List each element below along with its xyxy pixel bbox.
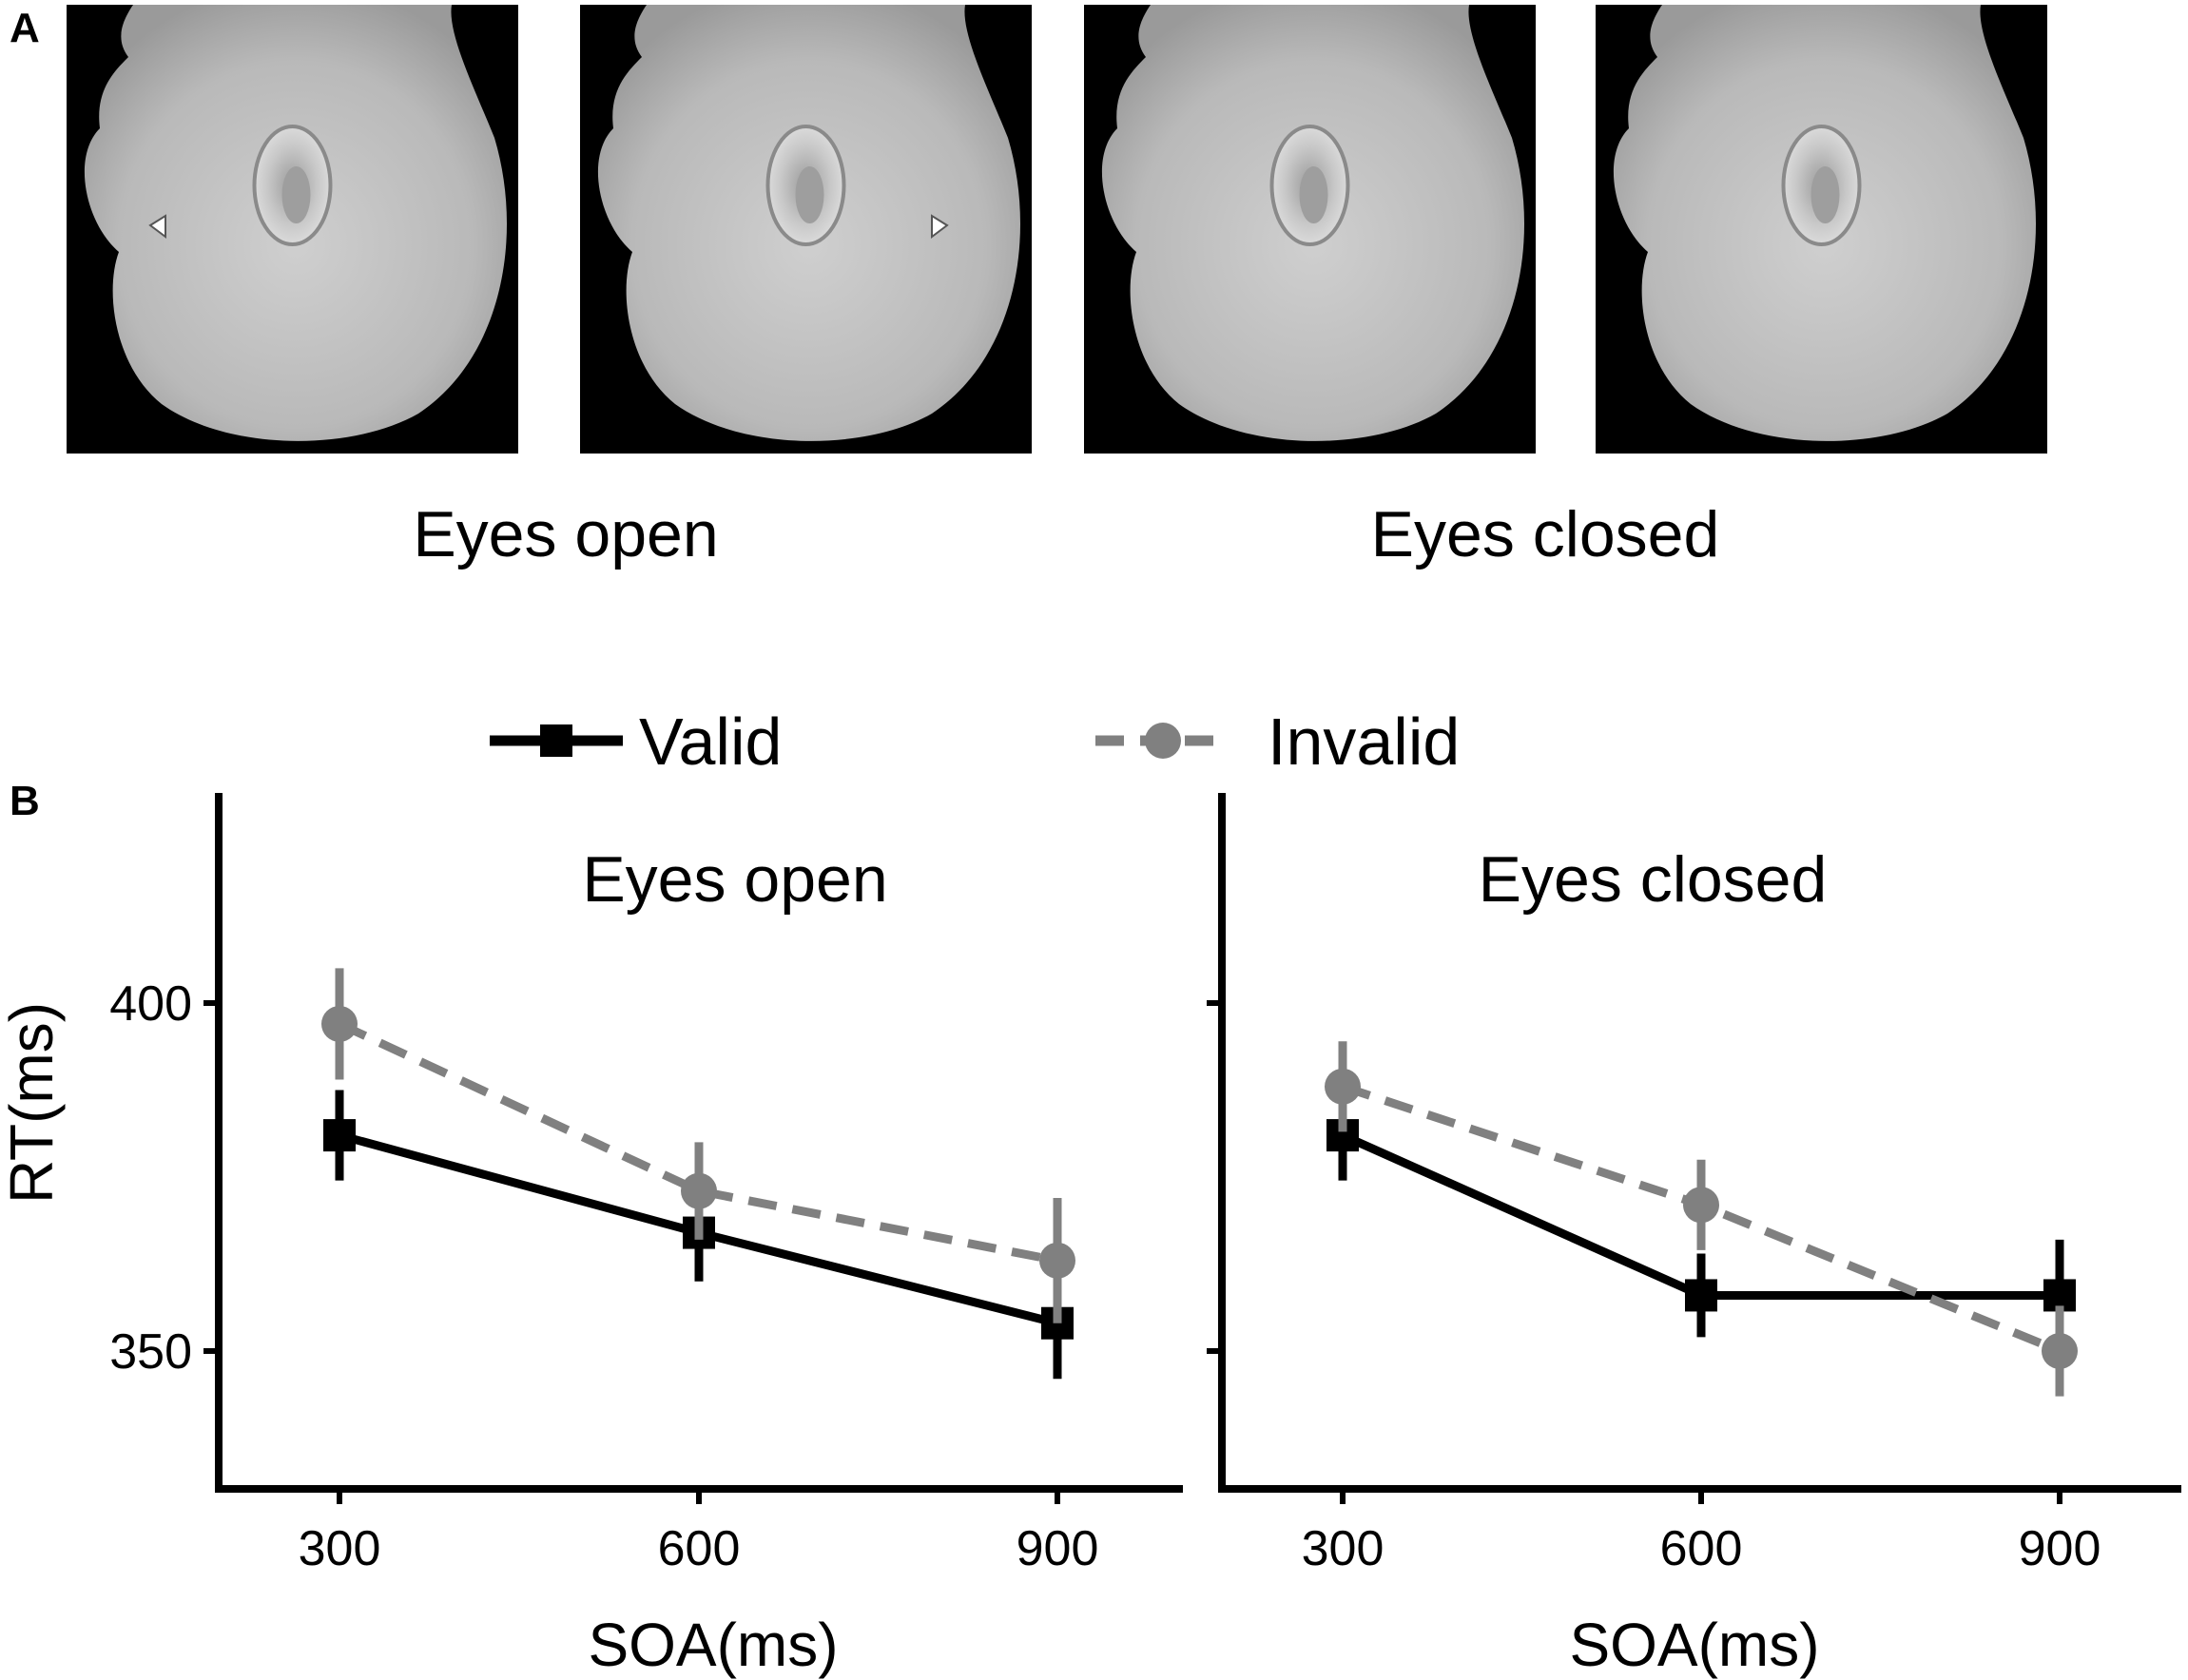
legend-valid-marker	[540, 724, 572, 757]
x-axis-title-eyes-open: SOA(ms)	[588, 1611, 838, 1679]
stimulus-image	[67, 5, 518, 454]
legend-invalid-label: Invalid	[1268, 705, 1460, 779]
ear-canal	[281, 166, 311, 223]
plot-title-eyes-closed: Eyes closed	[1479, 843, 1828, 916]
series-valid	[323, 1090, 1074, 1380]
ear-canal	[1299, 166, 1328, 223]
panel-a-letter: A	[10, 5, 40, 51]
series-invalid	[1325, 1041, 2078, 1397]
eye-white-mark	[148, 214, 166, 239]
x-tick-label: 300	[1302, 1521, 1384, 1576]
data-point	[681, 1172, 717, 1209]
x-tick-label: 900	[2019, 1521, 2101, 1576]
ear-canal	[795, 166, 824, 223]
stimulus-image	[1084, 5, 1536, 454]
eye-white-mark	[931, 214, 949, 239]
series-invalid	[321, 968, 1075, 1323]
stimulus-image	[1596, 5, 2047, 454]
legend-valid-label: Valid	[639, 705, 782, 779]
legend-invalid-marker	[1145, 723, 1181, 759]
condition-label-eyes-closed: Eyes closed	[1371, 498, 1720, 570]
data-point	[321, 1005, 358, 1042]
stimulus-row	[67, 5, 2047, 454]
series-line	[338, 1019, 1058, 1265]
x-axis-title-eyes-closed: SOA(ms)	[1569, 1611, 1819, 1679]
legend-item-invalid: Invalid	[1095, 705, 1460, 779]
panel-b-letter: B	[10, 778, 40, 824]
x-tick-label: 600	[1660, 1521, 1743, 1576]
data-point	[323, 1119, 356, 1152]
data-point	[2042, 1333, 2078, 1369]
plot-eyes-closed: Eyes closed SOA(ms) 300 600 900	[1207, 793, 2181, 1679]
condition-label-eyes-open: Eyes open	[413, 498, 718, 570]
data-point	[1039, 1242, 1075, 1279]
data-point	[1325, 1068, 1361, 1105]
legend: Valid Invalid	[490, 705, 1460, 779]
plot-eyes-open: Eyes open SOA(ms) RT(ms) 350 400 300 600 900	[0, 793, 1183, 1679]
panel-b: B Valid Invalid Eyes open SOA(ms) RT(ms)…	[0, 705, 2181, 1679]
y-tick-label: 400	[109, 976, 192, 1032]
y-tick-label: 350	[109, 1324, 192, 1380]
x-tick-label: 900	[1017, 1521, 1099, 1576]
x-tick-label: 300	[299, 1521, 381, 1576]
panel-a: A Eyes open Eyes closed	[10, 5, 2047, 570]
stimulus-image	[580, 5, 1032, 454]
legend-item-valid: Valid	[490, 705, 782, 779]
y-axis-title: RT(ms)	[0, 1002, 66, 1204]
x-tick-label: 600	[658, 1521, 741, 1576]
plot-title-eyes-open: Eyes open	[582, 843, 887, 916]
data-point	[1683, 1187, 1719, 1224]
ear-canal	[1810, 166, 1840, 223]
data-point	[1685, 1279, 1717, 1312]
